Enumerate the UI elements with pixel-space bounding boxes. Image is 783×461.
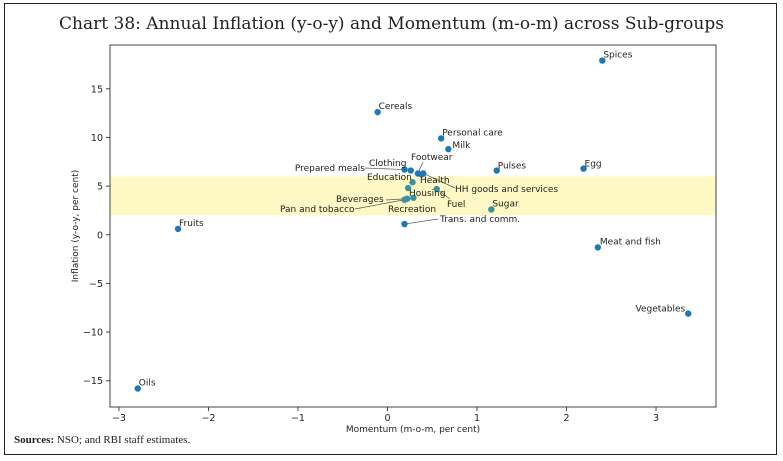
label-pulses: Pulses bbox=[498, 162, 527, 172]
y-tick-label: −5 bbox=[89, 279, 103, 290]
label-trans-and-comm: Trans. and comm. bbox=[439, 215, 520, 225]
point-oils bbox=[134, 385, 141, 392]
sources-text: NSO; and RBI staff estimates. bbox=[54, 434, 191, 446]
x-axis-label: Momentum (m-o-m, per cent) bbox=[346, 425, 480, 435]
label-spices: Spices bbox=[603, 51, 632, 61]
label-fuel: Fuel bbox=[447, 200, 465, 210]
x-tick-label: −3 bbox=[112, 413, 126, 424]
label-education: Education bbox=[367, 173, 412, 183]
point-pulses bbox=[493, 167, 500, 174]
point-cereals bbox=[374, 108, 381, 116]
x-tick-label: −1 bbox=[291, 413, 305, 424]
point-trans-and-comm bbox=[401, 220, 408, 228]
label-footwear: Footwear bbox=[411, 153, 453, 163]
x-tick-label: 2 bbox=[563, 413, 569, 424]
label-hh-goods-and-services: HH goods and services bbox=[455, 185, 558, 195]
leader-line-hh-goods-and-services bbox=[423, 173, 456, 189]
label-oils: Oils bbox=[139, 379, 156, 389]
point-vegetables bbox=[685, 310, 692, 317]
sources-note: Sources: NSO; and RBI staff estimates. bbox=[14, 434, 190, 446]
x-tick-label: 1 bbox=[474, 413, 480, 424]
points-layer bbox=[134, 57, 692, 392]
y-tick-label: −10 bbox=[83, 328, 103, 339]
label-vegetables: Vegetables bbox=[636, 305, 686, 315]
point-recreation bbox=[410, 194, 417, 201]
label-sugar: Sugar bbox=[492, 199, 519, 209]
label-housing: Housing bbox=[409, 189, 446, 199]
point-fruits bbox=[174, 225, 182, 233]
x-tick-label: 3 bbox=[653, 413, 659, 424]
point-sugar bbox=[488, 206, 495, 213]
label-prepared-meals: Prepared meals bbox=[295, 164, 365, 174]
point-meat-and-fish bbox=[594, 244, 602, 251]
point-hh-goods-and-services bbox=[420, 170, 427, 177]
sources-label: Sources: bbox=[14, 434, 55, 446]
x-tick-label: −2 bbox=[201, 413, 215, 424]
label-egg: Egg bbox=[585, 160, 602, 170]
point-egg bbox=[580, 165, 587, 172]
point-labels-layer: Spices Cereals Personal care Milk Pulses Egg P… bbox=[139, 51, 686, 389]
y-tick-label: 5 bbox=[97, 182, 103, 193]
point-pan-and-tobacco bbox=[401, 196, 408, 203]
y-tick-label: 10 bbox=[91, 133, 103, 144]
point-spices bbox=[599, 57, 606, 64]
point-milk bbox=[445, 145, 452, 153]
label-pan-and-tobacco: Pan and tobacco bbox=[280, 205, 355, 215]
point-education bbox=[409, 179, 416, 186]
label-fruits: Fruits bbox=[179, 219, 204, 229]
plot-area bbox=[109, 44, 717, 408]
label-personal-care: Personal care bbox=[442, 128, 503, 138]
y-tick-label: 0 bbox=[97, 230, 103, 241]
chart-frame bbox=[4, 3, 777, 455]
x-tick-label: 0 bbox=[384, 413, 390, 424]
leader-line-pan-and-tobacco bbox=[354, 199, 405, 210]
label-clothing: Clothing bbox=[369, 159, 406, 169]
y-axis-label: Inflation (y-o-y, per cent) bbox=[71, 170, 81, 283]
label-health: Health bbox=[420, 176, 450, 186]
x-axis: −3 −2 −1 0 1 2 3 bbox=[112, 407, 659, 424]
point-prepared-meals bbox=[401, 166, 408, 173]
label-beverages: Beverages bbox=[336, 195, 384, 205]
leader-line-prepared-meals bbox=[364, 167, 405, 170]
point-personal-care bbox=[437, 135, 445, 142]
leader-line-trans-and-comm bbox=[404, 218, 439, 225]
chart-title: Chart 38: Annual Inflation (y-o-y) and M… bbox=[59, 14, 724, 34]
label-recreation: Recreation bbox=[388, 205, 436, 215]
y-tick-label: −15 bbox=[83, 376, 103, 387]
point-fuel bbox=[433, 185, 440, 193]
label-meat-and-fish: Meat and fish bbox=[600, 237, 661, 247]
point-clothing bbox=[407, 167, 414, 174]
label-cereals: Cereals bbox=[379, 102, 413, 112]
y-axis: −15 −10 −5 0 5 10 15 bbox=[83, 84, 110, 387]
y-tick-label: 15 bbox=[91, 84, 103, 95]
label-milk: Milk bbox=[452, 141, 471, 151]
point-housing bbox=[404, 184, 412, 192]
